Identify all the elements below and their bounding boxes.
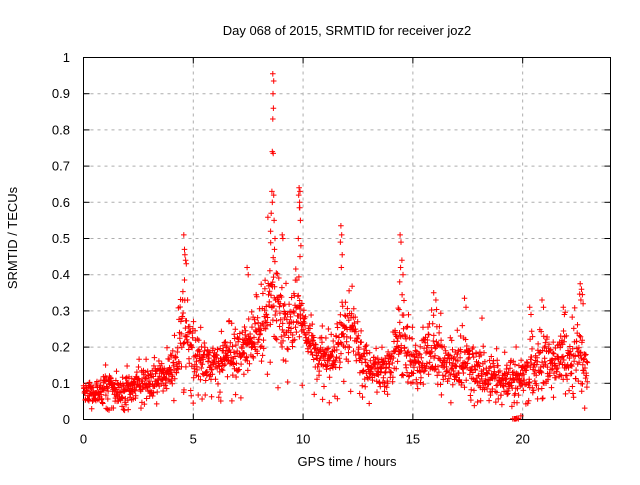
- x-axis-label: GPS time / hours: [298, 454, 397, 469]
- y-tick-label: 1: [63, 50, 70, 65]
- x-tick-label: 0: [80, 432, 87, 447]
- y-tick-labels: 0 0.1 0.2 0.3 0.4 0.5 0.6 0.7 0.8 0.9 1: [52, 50, 70, 427]
- y-tick-label: 0.9: [52, 86, 70, 101]
- y-tick-label: 0: [63, 412, 70, 427]
- x-tick-label: 10: [296, 432, 310, 447]
- y-tick-label: 0.7: [52, 159, 70, 174]
- y-tick-label: 0.4: [52, 267, 70, 282]
- scatter-plus-markers: [80, 71, 591, 422]
- y-tick-label: 0.8: [52, 122, 70, 137]
- y-axis-label: SRMTID / TECUs: [5, 186, 20, 289]
- y-tick-label: 0.3: [52, 303, 70, 318]
- y-tick-label: 0.1: [52, 376, 70, 391]
- axis-ticks: [83, 57, 611, 420]
- x-tick-label: 5: [190, 432, 197, 447]
- y-tick-label: 0.6: [52, 195, 70, 210]
- x-tick-label: 15: [406, 432, 420, 447]
- data-points: [80, 71, 591, 422]
- gridlines: [83, 57, 611, 420]
- y-tick-label: 0.5: [52, 231, 70, 246]
- y-tick-label: 0.2: [52, 340, 70, 355]
- chart-title: Day 068 of 2015, SRMTID for receiver joz…: [223, 23, 472, 38]
- x-tick-label: 20: [515, 432, 529, 447]
- x-tick-labels: 0 5 10 15 20: [80, 432, 530, 447]
